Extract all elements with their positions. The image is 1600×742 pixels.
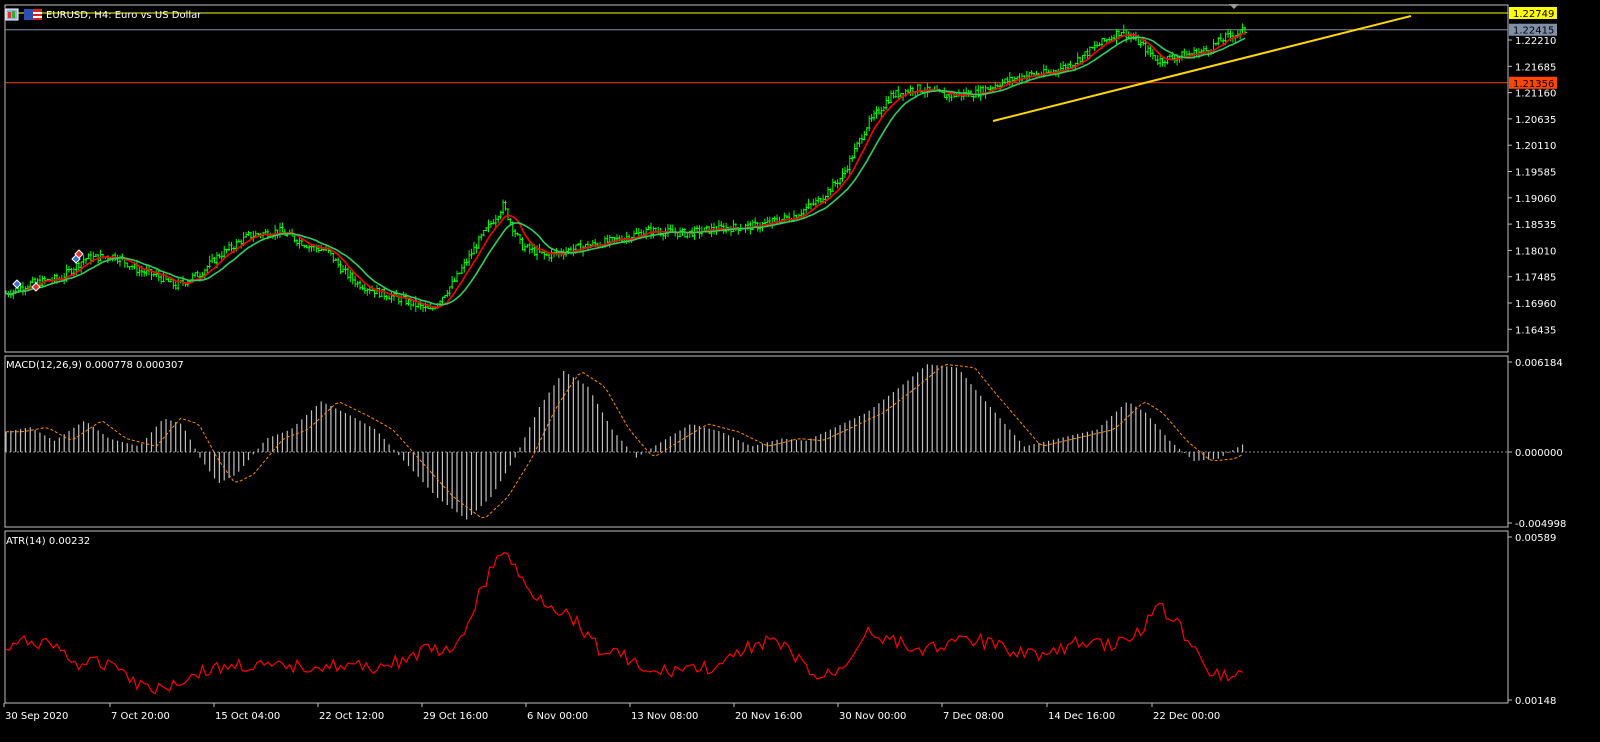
time-axis: 30 Sep 2020 7 Oct 20:00 15 Oct 04:00 22 Oct… xyxy=(3,703,1220,722)
time-tick-label: 30 Nov 00:00 xyxy=(839,711,906,722)
time-tick-label: 15 Oct 04:00 xyxy=(215,711,280,722)
time-tick-label: 6 Nov 00:00 xyxy=(527,711,588,722)
moving-averages xyxy=(5,32,1246,309)
panel-frame xyxy=(4,4,1509,353)
trade-marker-icon xyxy=(12,279,22,289)
eu-us-flag-icon xyxy=(24,9,42,20)
time-tick-label: 13 Nov 08:00 xyxy=(631,711,698,722)
panel-frame xyxy=(4,530,1509,704)
time-tick-label: 20 Nov 16:00 xyxy=(735,711,802,722)
resistance-price-tag-label: 1.22749 xyxy=(1513,9,1554,20)
atr-label: ATR(14) 0.00232 xyxy=(6,536,90,547)
price-tick-label: 1.22210 xyxy=(1515,36,1556,47)
price-tick-label: 1.16435 xyxy=(1515,325,1556,336)
atr-panel[interactable]: 0.00589 0.00148 xyxy=(5,533,1556,707)
macd-panel[interactable]: 0.006184 0.000000 -0.004998 xyxy=(5,358,1566,530)
slow-ma-line xyxy=(5,36,1246,306)
time-tick-label: 7 Oct 20:00 xyxy=(111,711,170,722)
chart-shift-marker-icon[interactable] xyxy=(1229,4,1239,9)
price-tick-label: 1.21160 xyxy=(1515,89,1556,100)
atr-tick-label: 0.00148 xyxy=(1515,696,1556,707)
current-price-tag xyxy=(1509,23,1557,36)
macd-tick-label: 0.000000 xyxy=(1515,448,1563,459)
support-price-tag-label: 1.21356 xyxy=(1513,79,1554,90)
panel-frame xyxy=(4,355,1509,528)
atr-line xyxy=(5,551,1243,695)
price-tick-label: 1.19060 xyxy=(1515,194,1556,205)
time-tick-label: 22 Dec 00:00 xyxy=(1153,711,1220,722)
time-tick-label: 7 Dec 08:00 xyxy=(943,711,1004,722)
price-tick-label: 1.19585 xyxy=(1515,168,1556,179)
time-tick-label: 30 Sep 2020 xyxy=(5,711,68,722)
current-price-tag-label: 1.22415 xyxy=(1513,26,1554,37)
atr-tick-label: 0.00589 xyxy=(1515,533,1556,544)
macd-tick-label: 0.006184 xyxy=(1515,358,1563,369)
time-tick-label: 22 Oct 12:00 xyxy=(319,711,384,722)
trendline-group[interactable] xyxy=(992,15,1412,122)
price-tick-label: 1.18535 xyxy=(1515,220,1556,231)
resistance-price-tag xyxy=(1509,6,1557,19)
chart-title: EURUSD, H4: Euro vs US Dollar xyxy=(46,10,202,21)
macd-label: MACD(12,26,9) 0.000778 0.000307 xyxy=(6,360,184,371)
ascending-trendline[interactable] xyxy=(992,15,1412,122)
time-tick-label: 14 Dec 16:00 xyxy=(1048,711,1115,722)
trade-marker-icon xyxy=(74,249,84,259)
panel-frames xyxy=(4,4,1509,704)
macd-tick-label: -0.004998 xyxy=(1515,519,1566,530)
price-tick-label: 1.18010 xyxy=(1515,246,1556,257)
price-tick-label: 1.17485 xyxy=(1515,273,1556,284)
trade-marker-icon xyxy=(31,282,41,292)
price-horizontal-lines[interactable] xyxy=(5,12,1508,84)
price-tick-label: 1.20110 xyxy=(1515,141,1556,152)
trade-markers xyxy=(12,249,84,292)
price-tick-label: 1.21685 xyxy=(1515,62,1556,73)
price-tick-label: 1.20635 xyxy=(1515,115,1556,126)
macd-signal-line xyxy=(6,363,1243,519)
fast-ma-line xyxy=(5,32,1246,309)
chart-title-bar: EURUSD, H4: Euro vs US Dollar xyxy=(5,8,202,21)
price-axis: 1.22210 1.21685 1.21160 1.20635 1.20110 1.195… xyxy=(1508,6,1557,336)
time-tick-label: 29 Oct 16:00 xyxy=(423,711,488,722)
support-price-tag xyxy=(1509,76,1557,89)
price-tick-label: 1.16960 xyxy=(1515,299,1556,310)
